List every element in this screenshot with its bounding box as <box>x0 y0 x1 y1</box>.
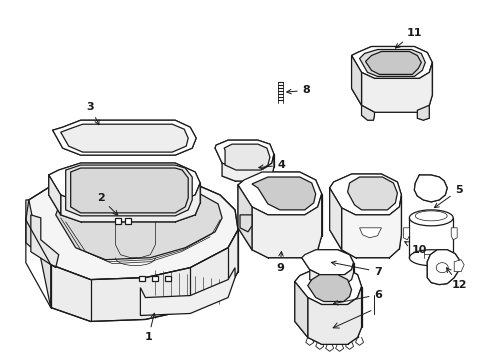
Polygon shape <box>56 186 222 260</box>
Polygon shape <box>450 228 456 240</box>
Text: 3: 3 <box>86 102 99 125</box>
Polygon shape <box>65 165 192 216</box>
Text: 8: 8 <box>286 85 310 95</box>
Polygon shape <box>329 188 341 250</box>
Polygon shape <box>453 260 463 272</box>
Polygon shape <box>115 218 121 224</box>
Text: 2: 2 <box>97 193 118 215</box>
Text: 12: 12 <box>446 268 466 289</box>
Polygon shape <box>251 177 315 210</box>
Polygon shape <box>26 172 238 280</box>
Polygon shape <box>125 218 131 224</box>
Polygon shape <box>351 55 361 105</box>
Text: 5: 5 <box>433 185 462 208</box>
Polygon shape <box>140 268 235 315</box>
Polygon shape <box>71 168 188 213</box>
Polygon shape <box>307 287 361 345</box>
Polygon shape <box>238 185 251 250</box>
Polygon shape <box>165 276 171 280</box>
Polygon shape <box>329 174 401 215</box>
Text: 1: 1 <box>144 313 155 342</box>
Polygon shape <box>251 194 321 258</box>
Polygon shape <box>416 105 428 120</box>
Text: 7: 7 <box>331 261 382 276</box>
Polygon shape <box>347 177 397 210</box>
Polygon shape <box>51 230 238 321</box>
Polygon shape <box>53 120 196 155</box>
Polygon shape <box>403 228 408 240</box>
Polygon shape <box>215 140 273 168</box>
Polygon shape <box>240 215 251 232</box>
Polygon shape <box>341 195 401 258</box>
Polygon shape <box>61 183 200 222</box>
Polygon shape <box>49 175 61 215</box>
Polygon shape <box>351 46 431 78</box>
Polygon shape <box>49 163 200 203</box>
Polygon shape <box>427 250 458 285</box>
Text: 6: 6 <box>333 289 382 305</box>
Polygon shape <box>139 276 145 280</box>
Text: 11: 11 <box>395 28 421 48</box>
Polygon shape <box>301 250 353 275</box>
Polygon shape <box>294 268 361 305</box>
Polygon shape <box>307 275 351 302</box>
Polygon shape <box>361 105 374 120</box>
Polygon shape <box>26 200 51 307</box>
Polygon shape <box>61 124 188 152</box>
Polygon shape <box>365 51 421 75</box>
Polygon shape <box>359 50 425 76</box>
Polygon shape <box>361 62 431 112</box>
Polygon shape <box>294 282 307 337</box>
Polygon shape <box>359 228 381 238</box>
Polygon shape <box>309 263 353 285</box>
Text: 10: 10 <box>404 242 426 255</box>
Polygon shape <box>31 215 59 268</box>
Polygon shape <box>152 276 158 280</box>
Text: 4: 4 <box>258 160 285 170</box>
Polygon shape <box>222 154 273 181</box>
Polygon shape <box>224 144 269 170</box>
Text: 9: 9 <box>275 252 283 273</box>
Polygon shape <box>413 175 447 202</box>
Polygon shape <box>238 172 321 215</box>
